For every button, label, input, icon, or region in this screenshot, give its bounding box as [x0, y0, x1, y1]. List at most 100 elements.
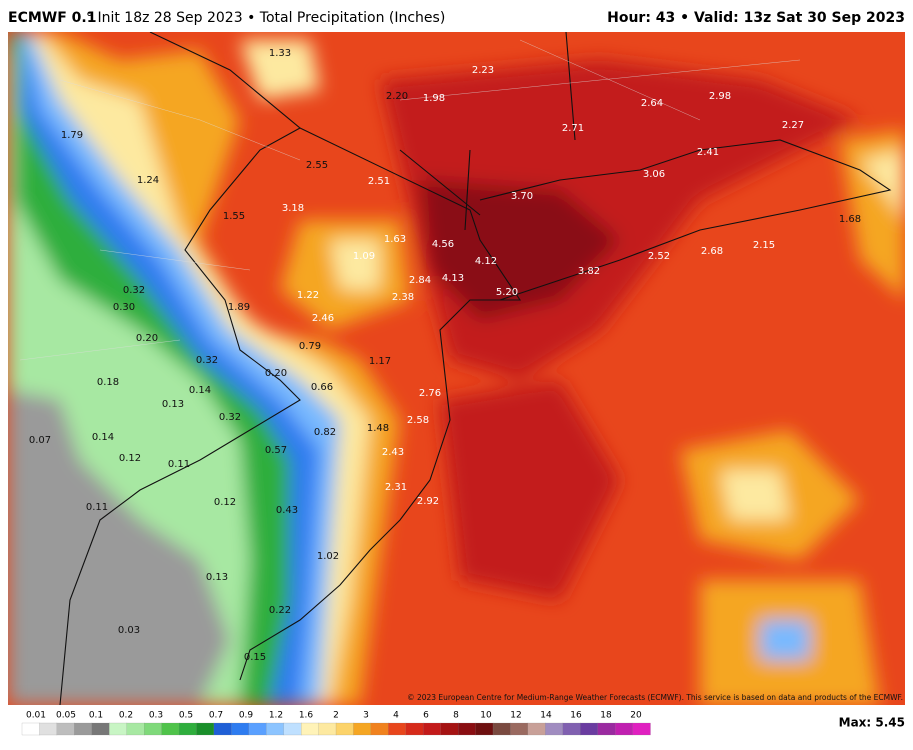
legend-swatch	[335, 722, 355, 736]
legend-swatch	[301, 722, 320, 736]
precip-label: 2.52	[648, 251, 670, 262]
precip-label: 0.03	[118, 625, 140, 636]
precip-label: 0.13	[162, 399, 184, 410]
precip-label: 0.57	[265, 445, 287, 456]
legend-tick: 18	[600, 711, 612, 721]
legend-swatch	[109, 722, 128, 736]
precip-label: 2.55	[306, 160, 328, 171]
precip-label: 0.32	[196, 355, 218, 366]
legend-swatch	[562, 722, 581, 736]
legend-swatch	[370, 722, 389, 736]
legend-tick: 0.2	[119, 711, 133, 721]
precip-label: 2.41	[697, 147, 719, 158]
legend-swatch	[510, 722, 529, 736]
precip-label: 1.09	[353, 251, 375, 262]
precip-label: 3.18	[282, 203, 304, 214]
precip-area	[420, 180, 620, 320]
precip-area	[8, 390, 230, 705]
legend-tick: 6	[423, 711, 429, 721]
coastlines	[59, 32, 892, 705]
precip-label: 2.76	[419, 388, 441, 399]
precip-area	[720, 470, 790, 520]
legend-swatch	[632, 722, 651, 736]
precip-label: 0.14	[92, 432, 114, 443]
legend-swatch	[21, 722, 41, 736]
precip-label: 0.32	[219, 412, 241, 423]
precip-label: 0.22	[269, 605, 291, 616]
legend-swatch	[74, 722, 93, 736]
precip-label: 4.13	[442, 273, 464, 284]
legend-swatch	[405, 722, 424, 736]
legend-swatch	[475, 722, 494, 736]
valid: Hour: 43 • Valid: 13z Sat 30 Sep 2023	[607, 10, 905, 26]
legend-swatch	[388, 722, 407, 736]
legend-tick: 0.05	[56, 711, 76, 721]
legend-tick: 4	[393, 711, 399, 721]
precip-label: 2.38	[392, 292, 414, 303]
precip-label: 0.20	[265, 368, 287, 379]
legend-swatch	[161, 722, 180, 736]
legend-swatch	[283, 722, 302, 736]
precip-label: 0.66	[311, 382, 333, 393]
precip-area	[330, 240, 380, 290]
precip-label: 2.51	[368, 176, 390, 187]
precip-label: 1.33	[269, 48, 291, 59]
precip-label: 0.20	[136, 333, 158, 344]
legend-tick: 0.5	[179, 711, 193, 721]
precip-label: 1.98	[423, 93, 445, 104]
legend-swatch	[440, 722, 459, 736]
model: ECMWF 0.1	[8, 10, 96, 26]
precip-label: 0.79	[299, 341, 321, 352]
precip-label: 1.17	[369, 356, 391, 367]
precip-label: 0.30	[113, 302, 135, 313]
legend-tick: 1.2	[269, 711, 283, 721]
legend-swatch	[580, 722, 599, 736]
precip-label: 2.31	[385, 482, 407, 493]
precip-label: 0.12	[214, 497, 236, 508]
legend-swatch	[178, 722, 198, 736]
legend-swatch	[318, 722, 337, 736]
precip-label: 0.11	[86, 502, 108, 513]
precip-label: 2.43	[382, 447, 404, 458]
precip-label: 3.70	[511, 191, 533, 202]
precip-label: 2.58	[407, 415, 429, 426]
precip-label: 0.07	[29, 435, 51, 446]
legend-swatch	[231, 722, 250, 736]
precip-label: 1.55	[223, 211, 245, 222]
legend-swatch	[545, 722, 564, 736]
legend-swatch	[248, 722, 267, 736]
precip-label: 0.32	[123, 285, 145, 296]
legend-tick: 0.7	[209, 711, 223, 721]
legend-swatch	[423, 722, 442, 736]
precip-label: 0.18	[97, 377, 119, 388]
copyright: © 2023 European Centre for Medium-Range …	[407, 693, 903, 702]
precip-label: 2.46	[312, 313, 334, 324]
precip-label: 3.82	[578, 266, 600, 277]
legend-swatch	[91, 722, 110, 736]
legend-tick: 16	[570, 711, 582, 721]
precip-label: 4.56	[432, 239, 454, 250]
title: ° Init 18z 28 Sep 2023 • Total Precipita…	[86, 10, 445, 26]
legend-swatch	[527, 722, 546, 736]
precip-label: 2.71	[562, 123, 584, 134]
precip-label: 2.23	[472, 65, 494, 76]
precip-label: 5.20	[496, 287, 518, 298]
precip-label: 3.06	[643, 169, 665, 180]
legend-tick: 2	[333, 711, 339, 721]
legend-tick: 0.01	[26, 711, 46, 721]
precip-label: 2.15	[753, 240, 775, 251]
precip-label: 0.12	[119, 453, 141, 464]
map: 1.33 2.23 2.20 1.98 2.64 2.98 1.79 2.71 2.27 2.41…	[8, 32, 905, 705]
legend-swatch	[597, 722, 616, 736]
legend-swatch	[144, 722, 163, 736]
precip-label: 2.20	[386, 91, 408, 102]
legend-swatch	[56, 722, 75, 736]
precip-area	[440, 380, 620, 600]
max: Max: 5.45	[839, 716, 905, 730]
legend-swatch	[615, 722, 634, 736]
legend-tick: 10	[480, 711, 492, 721]
legend-tick: 20	[630, 711, 642, 721]
precip-label: 1.24	[137, 175, 159, 186]
precip-label: 1.68	[839, 214, 861, 225]
